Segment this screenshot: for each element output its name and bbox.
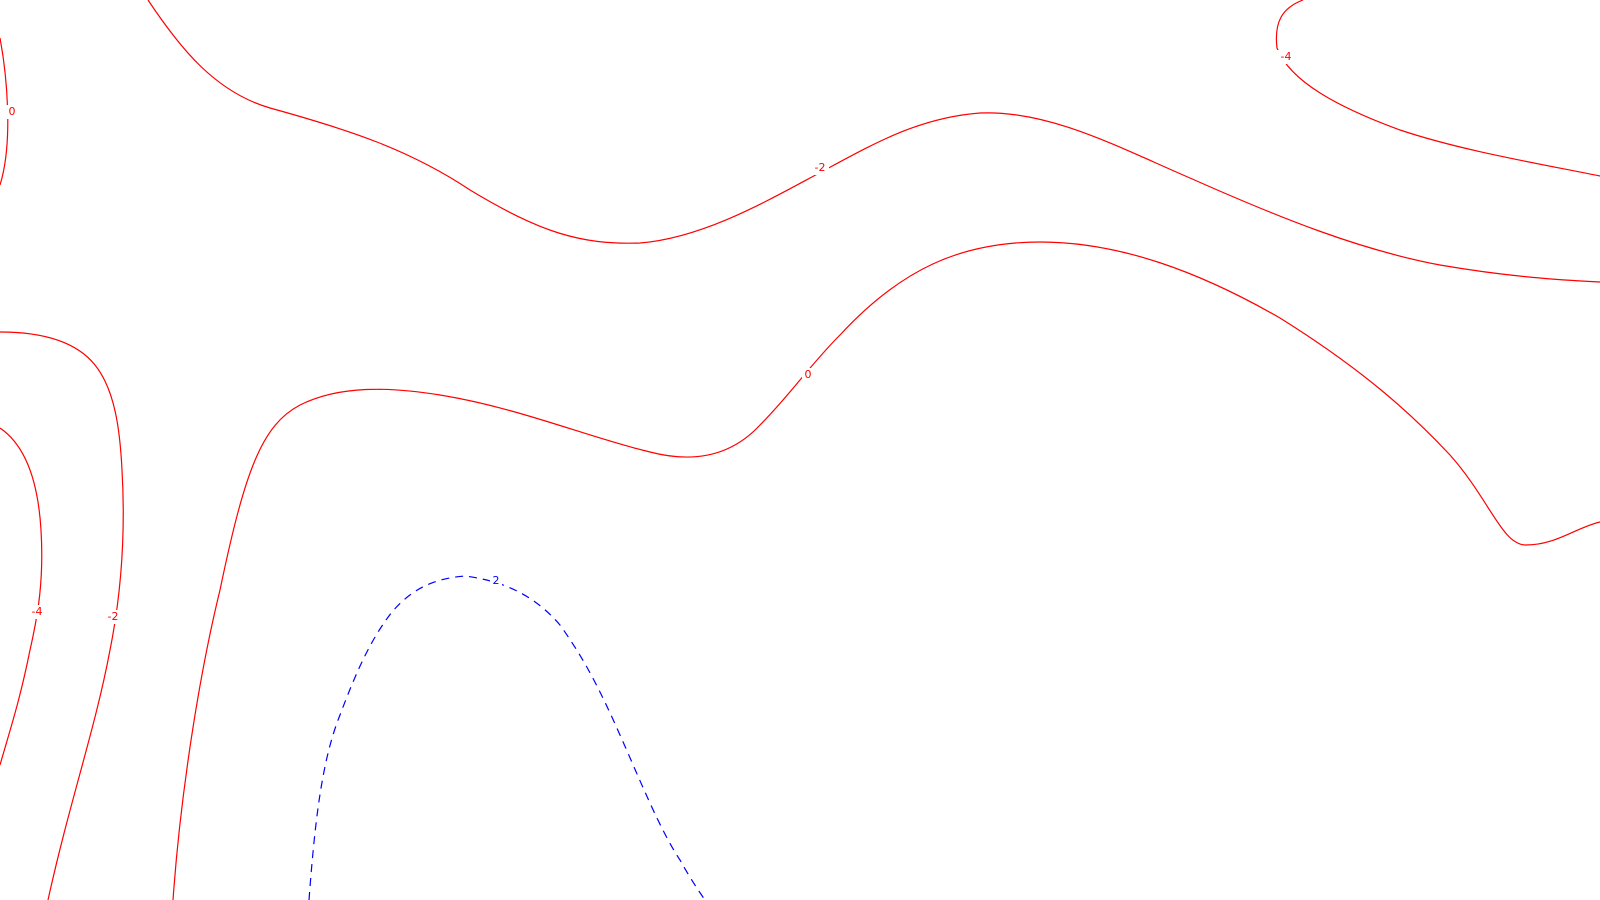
label-upper-minus-2: -2 [811, 161, 829, 175]
label-middle-0: 0 [802, 368, 814, 382]
label-top-right-minus-4: -4 [1277, 50, 1295, 64]
svg-text:0: 0 [805, 368, 812, 381]
svg-text:-4: -4 [1281, 50, 1292, 63]
contour-left-minus-4 [0, 427, 43, 766]
svg-text:2: 2 [493, 574, 500, 587]
label-left-minus-2: -2 [104, 610, 122, 624]
label-left-edge-0: 0 [6, 105, 18, 119]
contour-middle-0 [172, 241, 1600, 900]
svg-text:-2: -2 [815, 161, 826, 174]
label-left-minus-4: -4 [28, 605, 46, 619]
svg-text:-2: -2 [108, 610, 119, 623]
contour-left-minus-2 [0, 331, 124, 900]
svg-text:0: 0 [9, 105, 16, 118]
svg-text:-4: -4 [32, 605, 43, 618]
label-dashed-2: 2 [490, 574, 502, 588]
contour-top-right-minus-4 [1275, 0, 1600, 177]
